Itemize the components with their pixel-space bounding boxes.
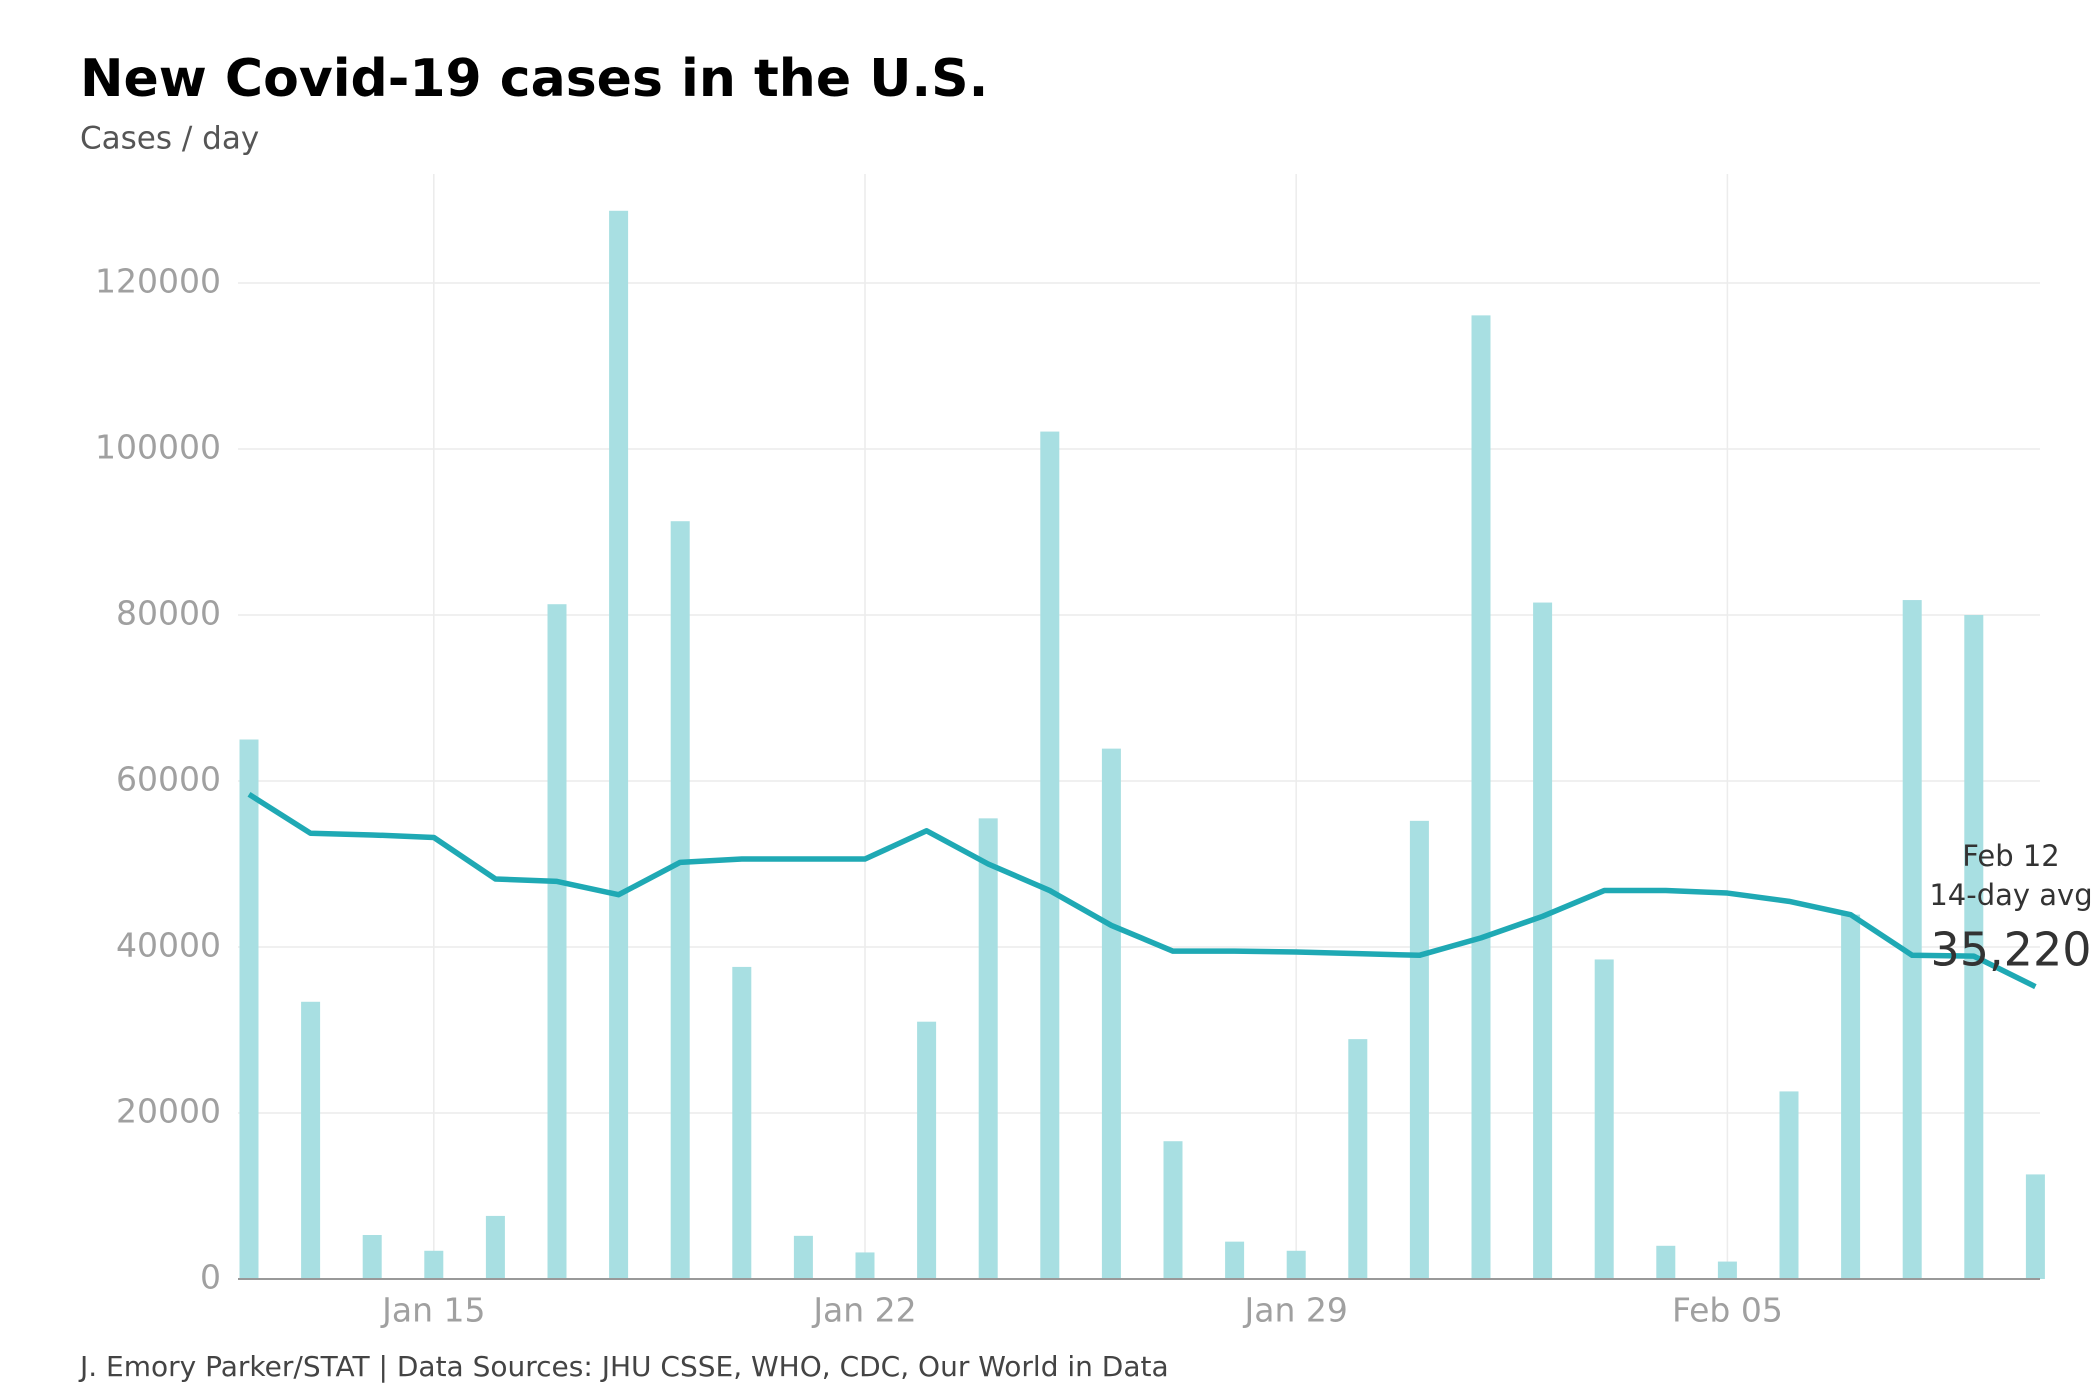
bar <box>1471 315 1491 1279</box>
bar <box>609 210 629 1279</box>
source-note: J. Emory Parker/STAT | Data Sources: JHU… <box>78 1350 1169 1383</box>
bar <box>301 1001 321 1279</box>
x-tick-label: Jan 29 <box>1243 1291 1348 1330</box>
y-tick-label: 0 <box>200 1258 221 1297</box>
chart-title: New Covid-19 cases in the U.S. <box>80 49 988 109</box>
bar <box>1348 1039 1368 1279</box>
bar <box>670 521 690 1279</box>
bar <box>424 1250 444 1279</box>
bar <box>547 604 567 1279</box>
bar <box>1964 615 1984 1279</box>
bar <box>1040 431 1060 1279</box>
bar <box>1841 914 1861 1279</box>
bar <box>978 818 998 1279</box>
x-tick-label: Feb 05 <box>1672 1291 1783 1330</box>
y-tick-label: 40000 <box>116 926 221 965</box>
bar <box>1225 1241 1245 1279</box>
bar <box>1286 1250 1306 1279</box>
y-tick-label: 60000 <box>116 760 221 799</box>
bar <box>1533 602 1553 1279</box>
value-label: 35,220 <box>1931 923 2092 977</box>
bar <box>1779 1091 1799 1279</box>
annotation-text: 14-day avg <box>1929 878 2092 912</box>
bar <box>1656 1245 1676 1279</box>
x-tick-label: Jan 22 <box>811 1291 916 1330</box>
bar <box>362 1235 382 1279</box>
bar <box>732 966 752 1279</box>
bar <box>1902 600 1922 1279</box>
bar <box>855 1252 875 1279</box>
bar <box>2025 1174 2045 1279</box>
bar <box>793 1235 813 1279</box>
bar <box>1163 1141 1183 1279</box>
chart-subtitle: Cases / day <box>80 121 259 157</box>
bar <box>1594 959 1614 1279</box>
bar <box>1409 820 1429 1279</box>
bar <box>239 739 259 1279</box>
bar <box>1101 748 1121 1279</box>
line-series <box>247 791 2037 990</box>
annotation-date: Feb 12 <box>1962 839 2059 873</box>
x-tick-label: Jan 15 <box>380 1291 485 1330</box>
bar <box>917 1021 937 1279</box>
y-tick-label: 120000 <box>95 262 221 301</box>
y-tick-label: 100000 <box>95 428 221 467</box>
bar <box>1717 1261 1737 1279</box>
y-tick-label: 20000 <box>116 1092 221 1131</box>
y-tick-label: 80000 <box>116 594 221 633</box>
bar <box>485 1215 505 1279</box>
